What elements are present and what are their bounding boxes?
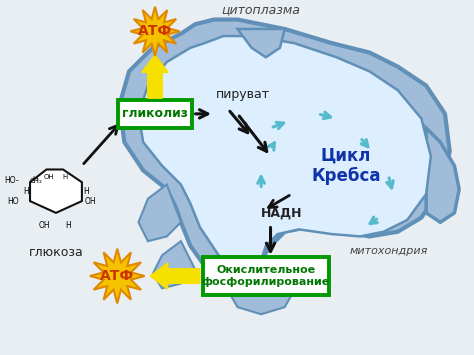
Text: митохондрия: митохондрия [349, 246, 428, 256]
Text: HO-: HO- [5, 176, 19, 185]
Text: OH: OH [38, 222, 50, 230]
Polygon shape [153, 241, 195, 288]
FancyArrowPatch shape [151, 263, 200, 289]
Text: пируват: пируват [216, 88, 271, 102]
Text: OH: OH [44, 174, 54, 180]
Text: CH₂: CH₂ [30, 178, 43, 184]
FancyBboxPatch shape [202, 257, 329, 295]
Text: HO: HO [8, 197, 19, 206]
Polygon shape [90, 249, 145, 304]
Text: H: H [23, 187, 28, 196]
Text: гликолиз: гликолиз [122, 107, 188, 120]
Text: H: H [65, 222, 71, 230]
Polygon shape [30, 169, 82, 213]
FancyBboxPatch shape [118, 100, 192, 127]
Text: OH: OH [84, 197, 96, 206]
Text: НАДН: НАДН [261, 206, 302, 219]
Text: цитоплазма: цитоплазма [222, 4, 301, 17]
Polygon shape [119, 20, 450, 307]
Text: H: H [32, 176, 37, 182]
Polygon shape [130, 7, 180, 56]
FancyArrowPatch shape [143, 55, 167, 98]
Text: Окислительное
фосфорилирование: Окислительное фосфорилирование [201, 265, 330, 287]
Polygon shape [237, 29, 285, 57]
Text: H: H [63, 174, 68, 180]
Text: H: H [83, 187, 89, 196]
Text: Цикл
Кребса: Цикл Кребса [311, 146, 381, 185]
Polygon shape [138, 36, 431, 293]
Polygon shape [426, 128, 459, 222]
Polygon shape [138, 185, 181, 241]
Text: АТФ: АТФ [138, 24, 172, 38]
Text: АТФ: АТФ [100, 269, 135, 283]
Text: глюкоза: глюкоза [28, 246, 83, 259]
Polygon shape [228, 274, 294, 314]
